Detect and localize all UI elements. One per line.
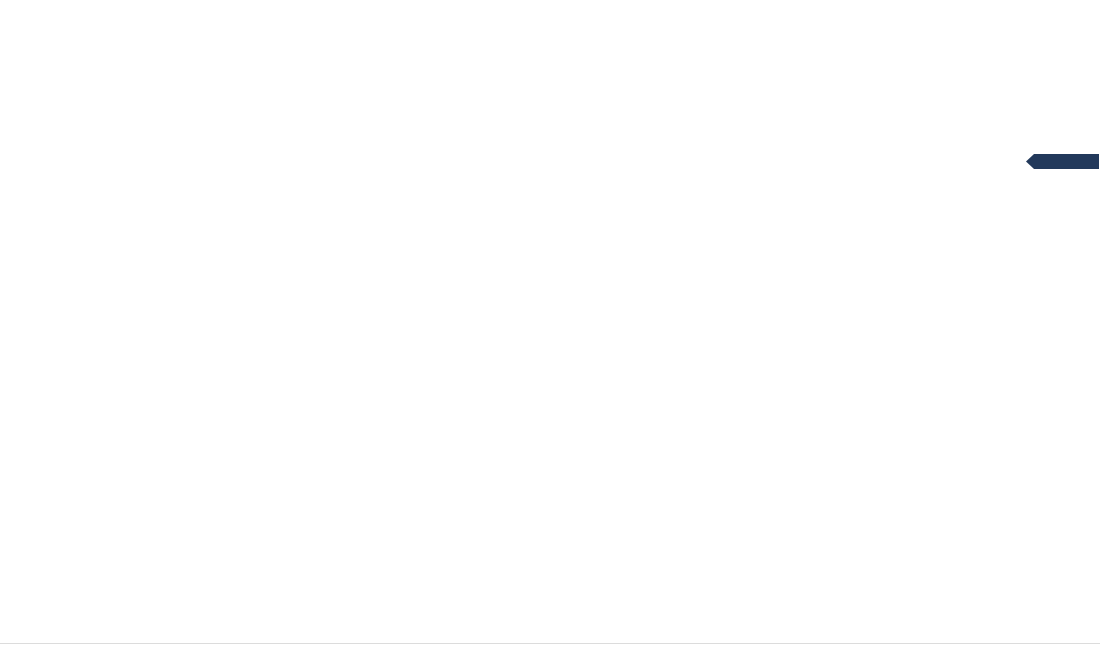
last-price-tag: [1026, 154, 1099, 169]
bottom-divider: [0, 643, 1100, 644]
